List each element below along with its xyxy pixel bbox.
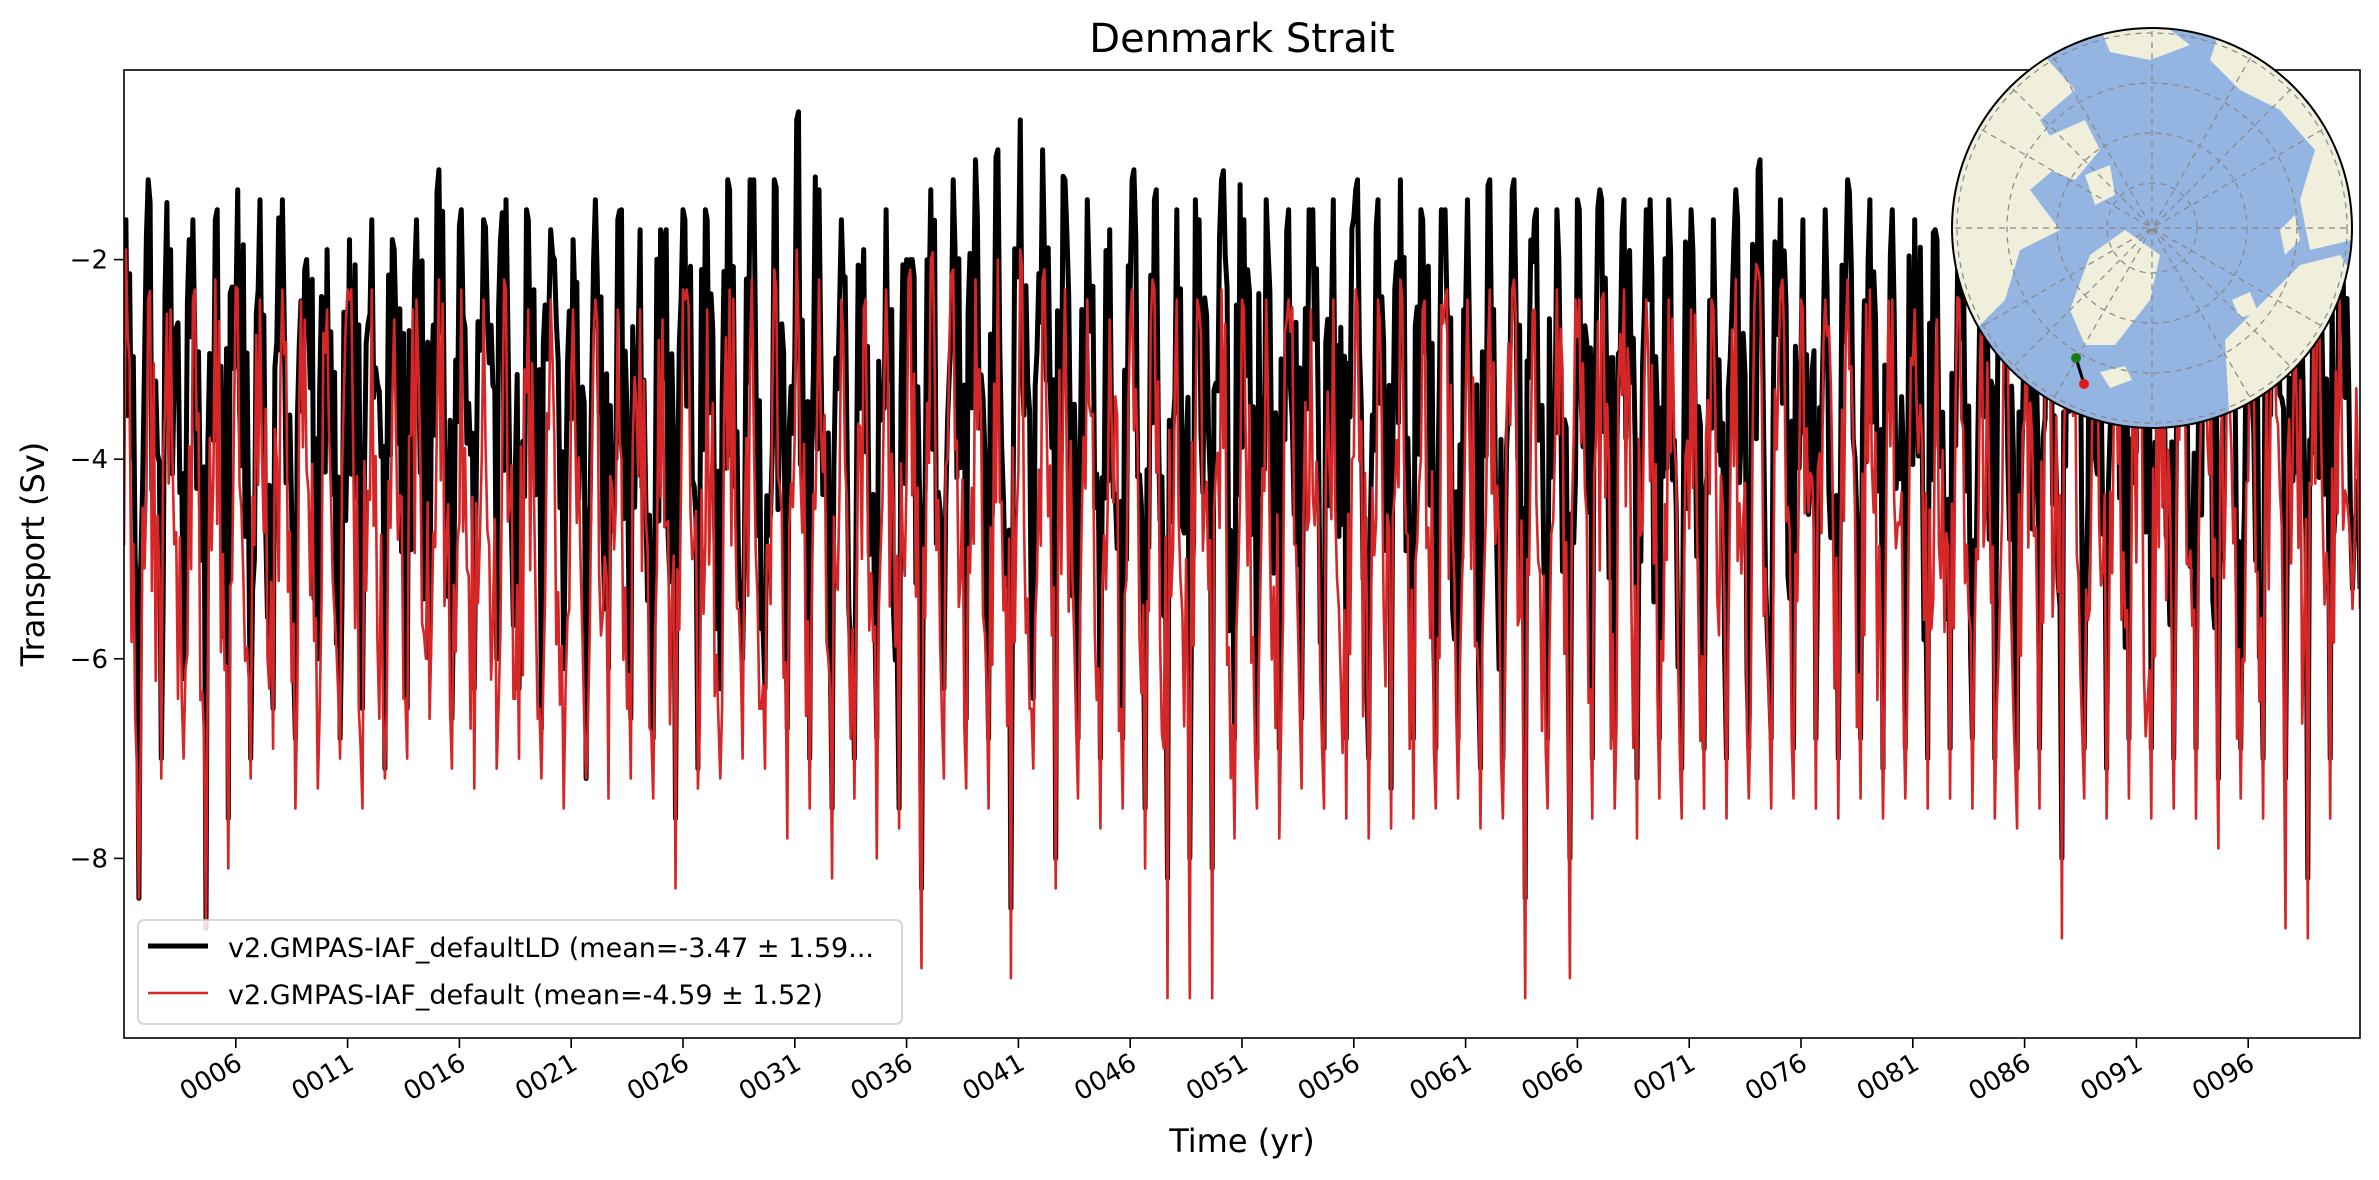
x-tick-label: 0021 [510,1048,582,1107]
transect-start-marker [2071,353,2081,363]
x-tick-label: 0036 [846,1048,918,1107]
x-tick-label: 0086 [1964,1048,2036,1107]
chart-title: Denmark Strait [1089,16,1394,62]
map-border [1951,27,2353,429]
legend: v2.GMPAS-IAF_defaultLD (mean=-3.47 ± 1.5… [137,919,903,1025]
x-tick-label: 0051 [1181,1048,1253,1107]
y-tick-label: −8 [70,844,108,874]
x-tick-label: 0091 [2076,1048,2148,1107]
transect-end-marker [2079,379,2089,389]
x-tick-label: 0006 [175,1048,247,1107]
land-russia [2210,30,2352,250]
x-tick-label: 0081 [1852,1048,1924,1107]
y-tick-label: −4 [70,445,108,475]
legend-box [137,919,903,1025]
x-tick-label: 0056 [1293,1048,1365,1107]
x-tick-label: 0066 [1517,1048,1589,1107]
series-line-default [124,248,2360,1000]
x-tick-label: 0046 [1069,1048,1141,1107]
x-tick-label: 0061 [1405,1048,1477,1107]
y-axis-ticks: −8 −6 −4 −2 [70,246,124,874]
x-tick-label: 0026 [622,1048,694,1107]
y-tick-label: −6 [70,645,108,675]
y-tick-label: −2 [70,246,108,276]
legend-label-defaultLD: v2.GMPAS-IAF_defaultLD (mean=-3.47 ± 1.5… [228,933,874,964]
x-axis-label: Time (yr) [1168,1122,1315,1160]
land-iceland [2100,366,2132,388]
x-tick-label: 0031 [734,1048,806,1107]
map-graticule [1952,28,2352,428]
x-tick-label: 0071 [1628,1048,1700,1107]
x-tick-label: 0076 [1740,1048,1812,1107]
x-tick-label: 0016 [399,1048,471,1107]
x-tick-label: 0096 [2187,1048,2259,1107]
x-tick-label: 0041 [958,1048,1030,1107]
land-canadian-islands [2000,105,2115,205]
legend-label-default: v2.GMPAS-IAF_default (mean=-4.59 ± 1.52) [228,980,823,1011]
y-axis-label: Transport (Sv) [14,442,52,668]
land-alaska [2100,28,2190,60]
x-tick-label: 0011 [287,1048,359,1107]
land-novaya-zemlya [2280,215,2300,255]
land-greenland [2070,230,2160,345]
land-svalbard [2232,292,2258,318]
x-axis-ticks: 0006 0011 0016 0021 0026 0031 0036 0041 0046 0051… [175,1038,2260,1107]
